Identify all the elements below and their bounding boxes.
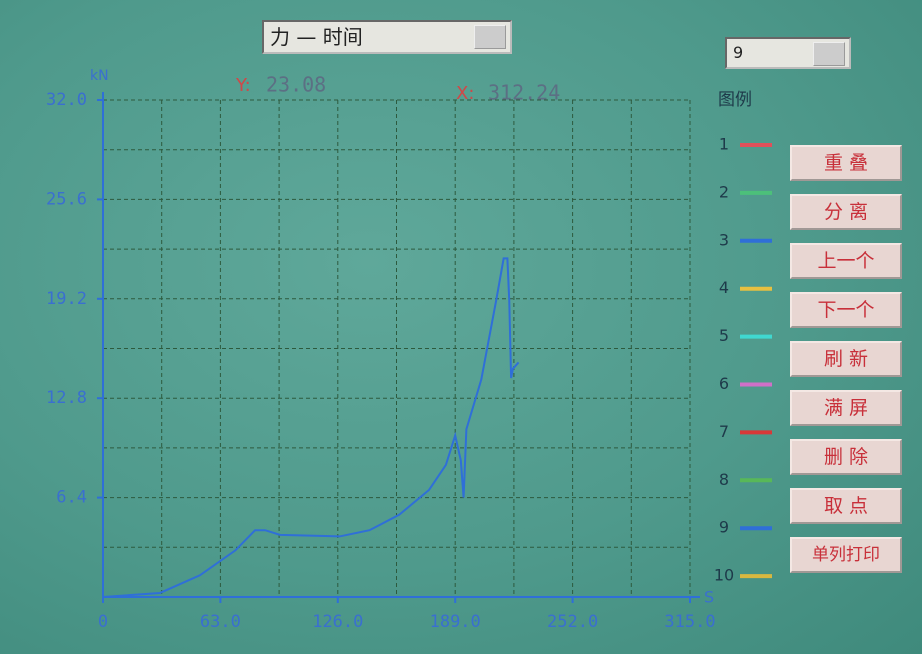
x-axis-label: S: [704, 588, 714, 607]
data-line: [103, 258, 519, 597]
legend-label: 4: [719, 278, 729, 297]
y-tick-label: 6.4: [56, 488, 87, 508]
button[interactable]: 上一个: [790, 243, 902, 279]
x-tick-label: 0: [98, 612, 108, 632]
legend-label: 3: [719, 230, 729, 249]
legend-title: 图例: [718, 90, 752, 110]
button[interactable]: 下一个: [790, 292, 902, 328]
x-tick-label: 315.0: [664, 612, 715, 632]
legend-label: 9: [719, 518, 729, 537]
button[interactable]: 分 离: [790, 194, 902, 230]
readout-label: X:: [456, 83, 474, 104]
y-axis-label: kN: [90, 68, 109, 84]
button[interactable]: 刷 新: [790, 341, 902, 377]
button[interactable]: 单列打印: [790, 537, 902, 573]
legend-label: 7: [719, 422, 729, 441]
y-tick-label: 19.2: [46, 289, 87, 309]
y-tick-label: 25.6: [46, 189, 87, 209]
x-tick-label: 189.0: [430, 612, 481, 632]
button[interactable]: 重 叠: [790, 145, 902, 181]
readout-label: Y:: [235, 75, 251, 96]
legend-label: 8: [719, 470, 729, 489]
y-tick-label: 12.8: [46, 388, 87, 408]
y-tick-label: 32.0: [46, 90, 87, 110]
button[interactable]: 删 除: [790, 439, 902, 475]
screen: 力 — 时间 9 Y: 23.08 X: 312.24 kN S 图例 6.41…: [0, 0, 922, 654]
x-tick-label: 63.0: [200, 612, 241, 632]
legend-label: 6: [719, 374, 729, 393]
legend-label: 1: [719, 135, 729, 154]
x-tick-label: 252.0: [547, 612, 598, 632]
readout-value: 23.08: [266, 73, 326, 97]
chart: Y: 23.08 X: 312.24 kN S 图例 6.412.819.225…: [0, 0, 922, 654]
button[interactable]: 满 屏: [790, 390, 902, 426]
legend-label: 10: [714, 566, 734, 585]
x-tick-label: 126.0: [312, 612, 363, 632]
legend-label: 2: [719, 182, 729, 201]
readout-value: 312.24: [488, 81, 560, 105]
button[interactable]: 取 点: [790, 488, 902, 524]
legend-label: 5: [719, 326, 729, 345]
